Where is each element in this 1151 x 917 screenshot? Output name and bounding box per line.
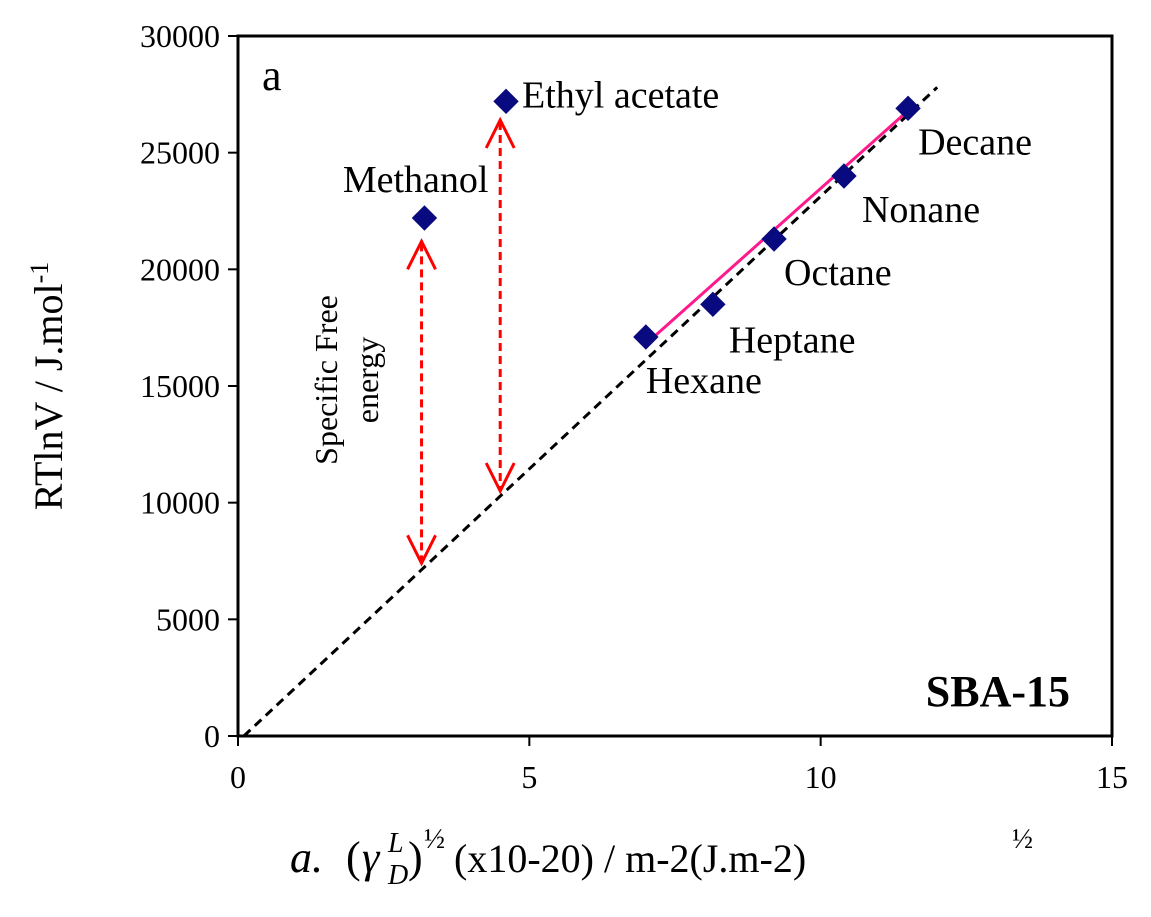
- fit-line: [644, 109, 910, 346]
- x-axis-label-gamma: γ: [362, 833, 381, 882]
- panel-label: a: [262, 51, 282, 100]
- x-tick-label: 5: [521, 759, 537, 795]
- point-label-nonane: Nonane: [862, 189, 980, 231]
- x-axis-label-a: a.: [290, 833, 323, 882]
- arrow-head-down: [484, 462, 516, 495]
- x-tick-label: 15: [1096, 759, 1128, 795]
- data-point-heptane: [700, 291, 726, 318]
- x-axis-label-paren-open: (: [346, 833, 361, 882]
- x-axis-label-paren-close: ): [408, 833, 423, 882]
- point-label-octane: Octane: [784, 252, 892, 294]
- specific-free-energy-arrow: [406, 237, 437, 567]
- y-tick-label: 15000: [140, 368, 220, 404]
- data-point-nonane: [831, 163, 857, 189]
- x-axis-label-half-2: ½: [1012, 824, 1033, 855]
- arrow-label-line-2: energy: [349, 337, 385, 423]
- y-tick-label: 0: [204, 718, 220, 754]
- arrow-label: Specific Free energy: [308, 295, 385, 465]
- point-label-methanol: Methanol: [343, 159, 489, 201]
- arrow-head-up: [406, 237, 437, 271]
- y-axis-label: RTlnV / J.mol-1: [25, 262, 71, 511]
- y-tick-label: 30000: [140, 18, 220, 54]
- specific-free-energy-arrow: [484, 116, 516, 495]
- y-axis-label-sup: -1: [25, 262, 54, 284]
- data-point-methanol: [411, 205, 438, 231]
- x-tick-label: 0: [230, 759, 246, 795]
- chart-lines: [242, 86, 939, 738]
- y-tick-label: 25000: [140, 135, 220, 171]
- y-tick-label: 5000: [156, 601, 220, 637]
- arrow-label-line-1: Specific Free: [308, 295, 344, 465]
- arrow-head-up: [484, 116, 516, 149]
- point-label-ethyl-acetate: Ethyl acetate: [522, 74, 719, 116]
- arrow-head-down: [406, 534, 437, 567]
- data-points: [411, 88, 921, 350]
- y-axis-label-main: RTlnV / J.mol: [26, 283, 71, 510]
- data-point-ethyl-acetate: [493, 88, 519, 115]
- x-axis-label: a. ( γ L D ) ½ (x10-20) / m-2(J.m-2) ½: [290, 824, 1033, 891]
- data-point-decane: [895, 95, 921, 122]
- data-point-octane: [761, 226, 787, 252]
- material-label: SBA-15: [926, 667, 1070, 716]
- y-tick-label: 10000: [140, 485, 220, 521]
- point-label-decane: Decane: [918, 121, 1032, 163]
- arrows: [406, 116, 516, 567]
- y-tick-label: 20000: [140, 251, 220, 287]
- reference-line: [242, 86, 939, 738]
- x-axis-label-gamma-sub: D: [387, 860, 408, 891]
- x-axis-label-gamma-sup: L: [387, 828, 404, 859]
- x-tick-label: 10: [805, 759, 837, 795]
- x-axis-label-rest: (x10-20) / m-2(J.m-2): [454, 836, 806, 881]
- point-label-heptane: Heptane: [729, 319, 856, 361]
- point-label-hexane: Hexane: [646, 360, 762, 402]
- axis-ticks: 0 5 10 15 0 5000 10000 15000 20000 25000 30000: [140, 18, 1128, 795]
- data-point-hexane: [633, 324, 659, 350]
- x-axis-label-half: ½: [424, 824, 445, 855]
